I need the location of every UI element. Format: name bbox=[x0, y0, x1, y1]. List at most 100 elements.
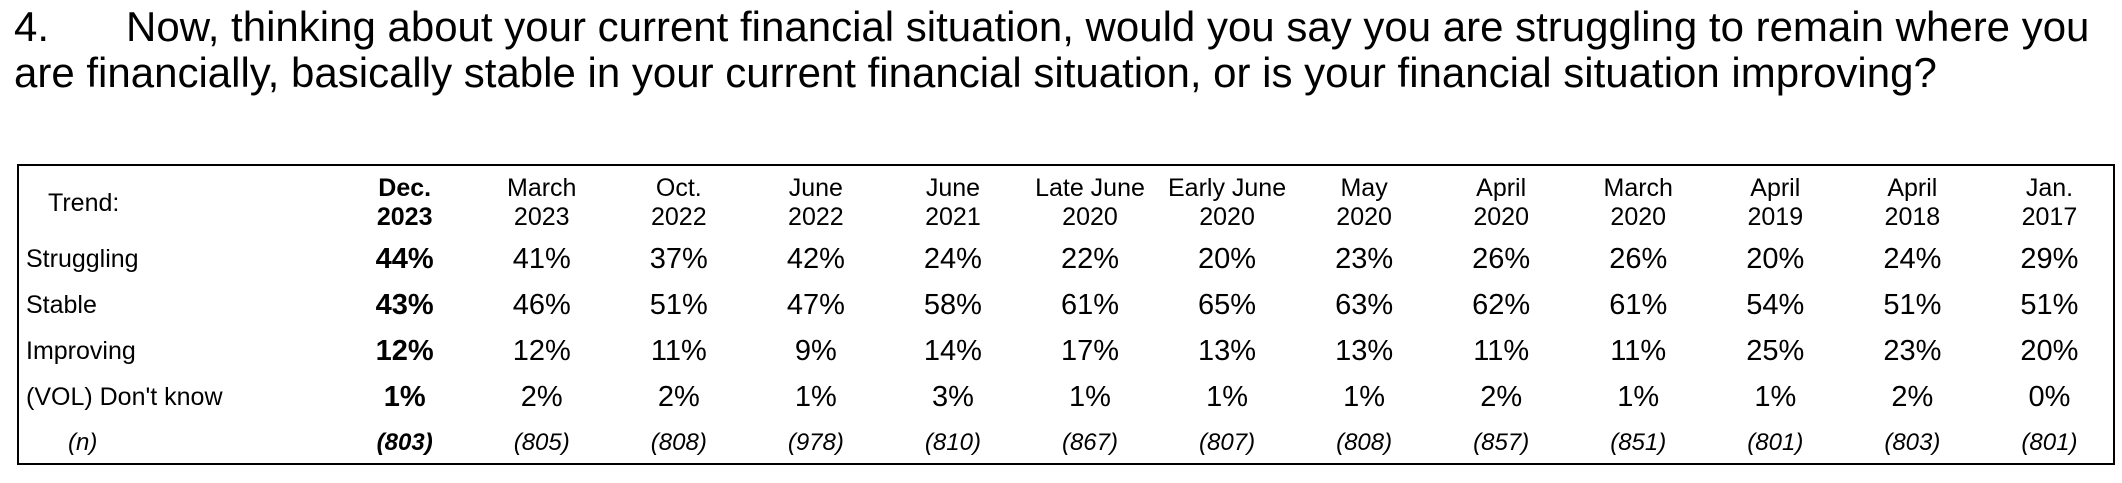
sample-size-cell: (807) bbox=[1199, 429, 1256, 456]
table-cell: 3% bbox=[931, 380, 974, 413]
question-body: Now, thinking about your current financi… bbox=[14, 3, 2090, 96]
column-header: May 2020 bbox=[1296, 170, 1433, 236]
table-cell: 58% bbox=[923, 288, 982, 321]
row-label: Struggling bbox=[26, 244, 139, 273]
column-header-line2: 2022 bbox=[788, 203, 844, 231]
table-cell: 12% bbox=[375, 334, 434, 367]
question-number: 4. bbox=[14, 3, 50, 50]
column-header-line1: June bbox=[788, 174, 843, 202]
table-cell: 20% bbox=[1198, 242, 1257, 275]
column-header-line2: 2020 bbox=[1336, 203, 1392, 231]
column-header-line1: Oct. bbox=[655, 174, 702, 202]
column-header-line2: 2018 bbox=[1884, 203, 1941, 231]
table-cell: 63% bbox=[1335, 288, 1394, 321]
sample-size-cell: (851) bbox=[1610, 429, 1667, 456]
table-cell: 26% bbox=[1472, 242, 1531, 275]
row-label: Improving bbox=[26, 336, 136, 365]
table-cell: 14% bbox=[923, 334, 982, 367]
trend-table-border bbox=[17, 164, 2115, 465]
column-header: June 2022 bbox=[747, 170, 884, 236]
table-cell: 9% bbox=[794, 334, 837, 367]
column-header-line2: 2020 bbox=[1199, 203, 1255, 231]
sample-size-cell: (808) bbox=[1336, 429, 1393, 456]
column-header-line2: 2020 bbox=[1610, 203, 1667, 231]
column-header-line2: 2019 bbox=[1747, 203, 1804, 231]
sample-size-cell: (803) bbox=[1884, 429, 1941, 456]
table-cell: 20% bbox=[1746, 242, 1805, 275]
table-cell: 61% bbox=[1060, 288, 1119, 321]
table-cell: 1% bbox=[1206, 380, 1248, 413]
table-cell: 22% bbox=[1060, 242, 1119, 275]
table-row: Stable 43% 46% 51% 47% 58% 61% 65% 63% 62% 61% 54% 5… bbox=[20, 282, 2118, 328]
table-cell: 24% bbox=[923, 242, 982, 275]
column-header: Late June 2020 bbox=[1021, 170, 1158, 236]
column-header: April 2019 bbox=[1707, 170, 1844, 236]
column-header-line2: 2020 bbox=[1473, 203, 1529, 231]
trend-label: Trend: bbox=[48, 188, 120, 217]
table-cell: 24% bbox=[1883, 242, 1942, 275]
table-cell: 12% bbox=[512, 334, 571, 367]
table-cell: 1% bbox=[1754, 380, 1797, 413]
sample-size-cell: (801) bbox=[2021, 429, 2078, 456]
table-cell: 62% bbox=[1472, 288, 1531, 321]
sample-size-cell: (801) bbox=[1747, 429, 1804, 456]
column-header-line2: 2020 bbox=[1062, 203, 1118, 231]
table-cell: 13% bbox=[1335, 334, 1394, 367]
column-header-line1: Dec. bbox=[378, 174, 432, 202]
sample-size-cell: (808) bbox=[650, 429, 707, 456]
column-header: Jan. 2017 bbox=[1981, 170, 2118, 236]
column-header-line2: 2022 bbox=[650, 203, 707, 231]
table-cell: 46% bbox=[512, 288, 571, 321]
trend-table: Trend: Dec. 2023 March 2023 Oct. 2022 June 2022… bbox=[20, 170, 2118, 466]
table-cell: 43% bbox=[375, 288, 434, 321]
table-cell: 23% bbox=[1335, 242, 1394, 275]
column-header-line1: March bbox=[507, 174, 577, 202]
table-row: Improving 12% 12% 11% 9% 14% 17% 13% 13% 11% 11% 25… bbox=[20, 328, 2118, 374]
table-cell: 44% bbox=[375, 242, 434, 275]
table-cell: 1% bbox=[1343, 380, 1386, 413]
table-cell: 26% bbox=[1609, 242, 1668, 275]
table-cell: 47% bbox=[786, 288, 845, 321]
table-cell: 54% bbox=[1746, 288, 1805, 321]
sample-size-cell: (803) bbox=[376, 429, 433, 456]
table-cell: 20% bbox=[2020, 334, 2079, 367]
table-cell: 65% bbox=[1198, 288, 1257, 321]
table-cell: 0% bbox=[2028, 380, 2071, 413]
column-header-line2: 2023 bbox=[513, 203, 570, 231]
column-header-line1: Jan. bbox=[2025, 174, 2074, 202]
table-body: Struggling 44% 41% 37% 42% 24% 22% 20% 23% 26% 26%… bbox=[20, 236, 2118, 466]
table-cell: 13% bbox=[1198, 334, 1257, 367]
column-header: Dec. 2023 bbox=[336, 170, 473, 236]
column-header: March 2020 bbox=[1570, 170, 1707, 236]
table-cell: 2% bbox=[520, 380, 563, 413]
sample-size-cell: (867) bbox=[1061, 429, 1118, 456]
column-header-line1: March bbox=[1603, 174, 1673, 202]
column-header: Oct. 2022 bbox=[610, 170, 747, 236]
column-header-line1: Late June bbox=[1035, 174, 1145, 202]
column-header: April 2018 bbox=[1844, 170, 1981, 236]
sample-size-row: (n) (803) (805) (808) (978) (810) (867) (807) (8… bbox=[20, 420, 2118, 466]
sample-size-cell: (978) bbox=[787, 429, 844, 456]
column-header-line1: April bbox=[1887, 174, 1938, 202]
table-cell: 41% bbox=[512, 242, 571, 275]
sample-size-cell: (857) bbox=[1473, 429, 1530, 456]
column-header: Early June 2020 bbox=[1159, 170, 1296, 236]
table-row: Struggling 44% 41% 37% 42% 24% 22% 20% 23% 26% 26%… bbox=[20, 236, 2118, 282]
column-header-line1: April bbox=[1750, 174, 1801, 202]
row-label: Stable bbox=[26, 290, 97, 319]
question-text: 4. Now, thinking about your current finan… bbox=[14, 4, 2104, 96]
table-cell: 11% bbox=[1473, 334, 1530, 367]
table-cell: 1% bbox=[383, 380, 426, 413]
table-cell: 37% bbox=[649, 242, 708, 275]
column-header-line2: 2017 bbox=[2021, 203, 2078, 231]
table-cell: 2% bbox=[1891, 380, 1934, 413]
table-cell: 51% bbox=[1883, 288, 1942, 321]
table-cell: 23% bbox=[1883, 334, 1942, 367]
row-label: (VOL) Don't know bbox=[26, 382, 223, 411]
column-header: March 2023 bbox=[473, 170, 610, 236]
table-cell: 61% bbox=[1609, 288, 1668, 321]
header-row: Trend: Dec. 2023 March 2023 Oct. 2022 June 2022… bbox=[20, 170, 2118, 236]
table-cell: 51% bbox=[2020, 288, 2079, 321]
sample-size-label: (n) bbox=[68, 429, 98, 456]
table-cell: 51% bbox=[649, 288, 708, 321]
